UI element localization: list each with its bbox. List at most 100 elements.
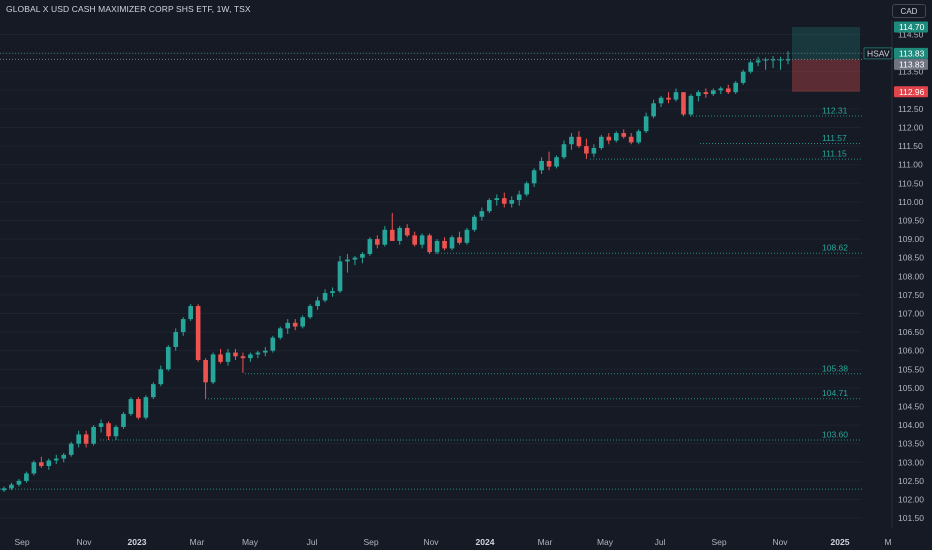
candle-body [113,426,119,437]
candle-body [487,200,492,212]
candle-body [509,200,515,204]
candle-body [516,194,522,201]
candle [479,207,485,221]
y-tick-label: 109.50 [898,216,924,226]
candle [531,168,537,188]
candle-body [591,147,597,154]
stop-price-badge-text: 112.96 [899,87,925,97]
candle-body [165,346,171,370]
candle-body [285,322,291,329]
candle-body [464,229,470,243]
y-tick-label: 102.50 [898,476,924,486]
x-tick-label: Jul [307,537,318,547]
candle-body [263,350,268,353]
candle [554,155,559,169]
candle [382,226,388,247]
candle-body [46,460,52,467]
stop-price-badge: 112.96 [894,86,928,98]
candle [404,224,410,238]
candle [389,213,395,241]
candle-body [740,71,746,83]
candle-body [68,443,74,455]
x-tick-label: May [597,537,614,547]
candle-body [352,257,358,260]
candle [434,239,440,254]
candle [606,133,612,145]
candle [561,140,567,160]
x-tick-label: Mar [538,537,553,547]
candle [307,304,313,320]
candle-body [666,97,671,100]
candle [442,237,447,251]
candle-body [539,160,544,171]
candle [681,92,686,117]
candle [539,157,544,174]
candle-body [561,144,567,158]
candle [546,151,552,171]
currency-button[interactable]: CAD [892,4,926,18]
candle-body [389,229,395,241]
x-tick-label: 2023 [128,537,147,547]
x-tick-label: Sep [711,537,726,547]
entry-price-badge-bg [894,58,928,70]
candle [113,425,119,440]
candle [696,90,701,102]
candle-body [404,227,410,236]
candle-body [427,235,432,253]
candle-body [277,328,283,338]
symbol-badge: HSAV [863,47,893,60]
candle-body [203,360,208,383]
candle-body [621,133,627,137]
candle [285,319,291,334]
candle [83,430,89,448]
candle [151,382,156,400]
candle-body [143,397,149,418]
candle [621,129,627,139]
target-zone [792,27,860,60]
candle [233,348,238,360]
time-axis[interactable]: Sep Nov 2023 Mar May Jul Sep Nov 2024 Mar May Jul Se… [14,537,891,547]
candle [195,304,201,362]
candle-body [457,237,462,243]
candle-body [785,59,791,61]
candle-body [628,136,634,143]
candle-body [711,90,716,95]
x-tick-label: Sep [14,537,29,547]
y-tick-label: 113.50 [898,67,924,77]
candle-body [501,198,507,204]
level-label: 111.15 [822,149,847,159]
candle-body [307,306,313,318]
candle-body [322,293,328,301]
candle-body [345,259,350,262]
long-position-tool[interactable] [0,27,862,92]
candle [98,419,104,433]
candle [740,69,746,85]
candle-body [419,235,425,245]
candle [457,231,462,245]
candle-body [584,146,589,154]
candle-body [778,59,783,61]
level-label: 103.60 [822,429,848,439]
candle-body [479,211,485,217]
candle-body [606,136,612,141]
candle-body [106,423,111,437]
y-tick-label: 111.50 [898,141,923,151]
candle [487,198,492,214]
candle [277,326,283,340]
candle [599,134,604,150]
candle [9,482,14,491]
y-tick-label: 102.00 [898,495,924,505]
candle-body [98,423,104,427]
candle-body [151,384,156,398]
x-tick-label: May [242,537,259,547]
entry-price-badge-text: 113.83 [899,59,925,69]
candle [584,138,589,160]
candle-body [240,356,246,359]
candle [569,133,574,150]
y-tick-label: 106.50 [898,327,924,337]
candle-body [61,454,67,459]
candle [203,358,208,400]
candle [173,328,179,351]
